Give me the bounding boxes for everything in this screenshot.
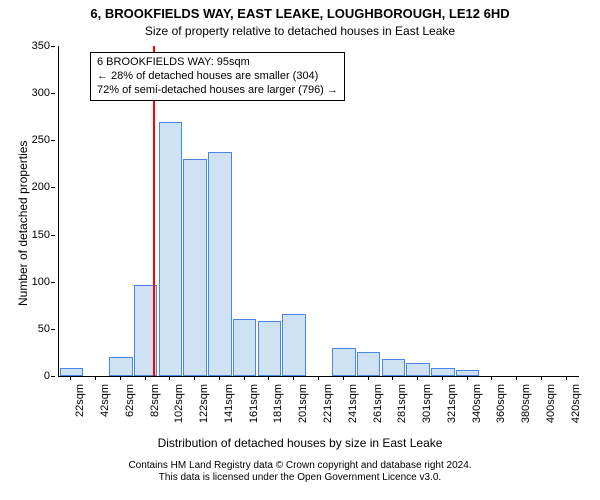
x-tick-mark: [417, 376, 418, 380]
y-tick: 300: [0, 87, 50, 99]
x-tick: 301sqm: [421, 384, 433, 484]
annotation-line-2: ← 28% of detached houses are smaller (30…: [97, 70, 338, 84]
x-tick-mark: [169, 376, 170, 380]
x-tick-mark: [219, 376, 220, 380]
x-tick-mark: [244, 376, 245, 380]
histogram-bar: [406, 363, 430, 376]
y-tick: 50: [0, 323, 50, 335]
histogram-bar: [431, 368, 455, 376]
x-tick-mark: [541, 376, 542, 380]
x-tick: 62sqm: [124, 384, 136, 484]
histogram-bar: [159, 122, 183, 376]
x-tick: 241sqm: [347, 384, 359, 484]
histogram-bar: [183, 159, 207, 376]
x-tick: 281sqm: [396, 384, 408, 484]
x-tick-mark: [516, 376, 517, 380]
x-tick-mark: [491, 376, 492, 380]
y-tick: 350: [0, 40, 50, 52]
histogram-bar: [60, 368, 84, 376]
x-tick-mark: [566, 376, 567, 380]
y-tick: 150: [0, 229, 50, 241]
x-tick: 400sqm: [545, 384, 557, 484]
histogram-bar: [282, 314, 306, 376]
x-tick-mark: [343, 376, 344, 380]
annotation-line-3: 72% of semi-detached houses are larger (…: [97, 84, 338, 98]
x-tick-mark: [368, 376, 369, 380]
x-tick: 122sqm: [198, 384, 210, 484]
x-tick: 42sqm: [99, 384, 111, 484]
marker-annotation: 6 BROOKFIELDS WAY: 95sqm ← 28% of detach…: [90, 52, 345, 101]
x-tick: 22sqm: [74, 384, 86, 484]
histogram-bar: [382, 359, 406, 376]
x-tick: 221sqm: [322, 384, 334, 484]
x-tick: 141sqm: [223, 384, 235, 484]
x-tick: 360sqm: [495, 384, 507, 484]
histogram-bar: [109, 357, 133, 376]
x-tick: 380sqm: [520, 384, 532, 484]
chart-title: 6, BROOKFIELDS WAY, EAST LEAKE, LOUGHBOR…: [0, 6, 600, 21]
x-tick: 261sqm: [372, 384, 384, 484]
x-tick-mark: [392, 376, 393, 380]
x-tick-mark: [442, 376, 443, 380]
y-tick: 250: [0, 134, 50, 146]
histogram-bar: [357, 352, 381, 377]
x-tick-mark: [467, 376, 468, 380]
x-tick: 201sqm: [297, 384, 309, 484]
x-tick-mark: [268, 376, 269, 380]
x-tick: 181sqm: [272, 384, 284, 484]
histogram-bar: [208, 152, 232, 376]
y-tick: 100: [0, 276, 50, 288]
x-tick: 102sqm: [173, 384, 185, 484]
x-tick-mark: [194, 376, 195, 380]
x-tick: 340sqm: [471, 384, 483, 484]
histogram-bar: [332, 348, 356, 376]
x-tick-mark: [70, 376, 71, 380]
histogram-bar: [233, 319, 257, 376]
x-tick-mark: [293, 376, 294, 380]
y-tick: 0: [0, 370, 50, 382]
x-tick-mark: [120, 376, 121, 380]
property-size-histogram: 6, BROOKFIELDS WAY, EAST LEAKE, LOUGHBOR…: [0, 0, 600, 500]
x-tick-mark: [145, 376, 146, 380]
histogram-bar: [258, 321, 282, 376]
chart-subtitle: Size of property relative to detached ho…: [0, 24, 600, 38]
x-tick-mark: [95, 376, 96, 380]
x-tick: 321sqm: [446, 384, 458, 484]
x-tick: 161sqm: [248, 384, 260, 484]
x-tick: 420sqm: [570, 384, 582, 484]
y-tick: 200: [0, 181, 50, 193]
x-tick: 82sqm: [149, 384, 161, 484]
x-tick-mark: [318, 376, 319, 380]
annotation-line-1: 6 BROOKFIELDS WAY: 95sqm: [97, 56, 338, 70]
